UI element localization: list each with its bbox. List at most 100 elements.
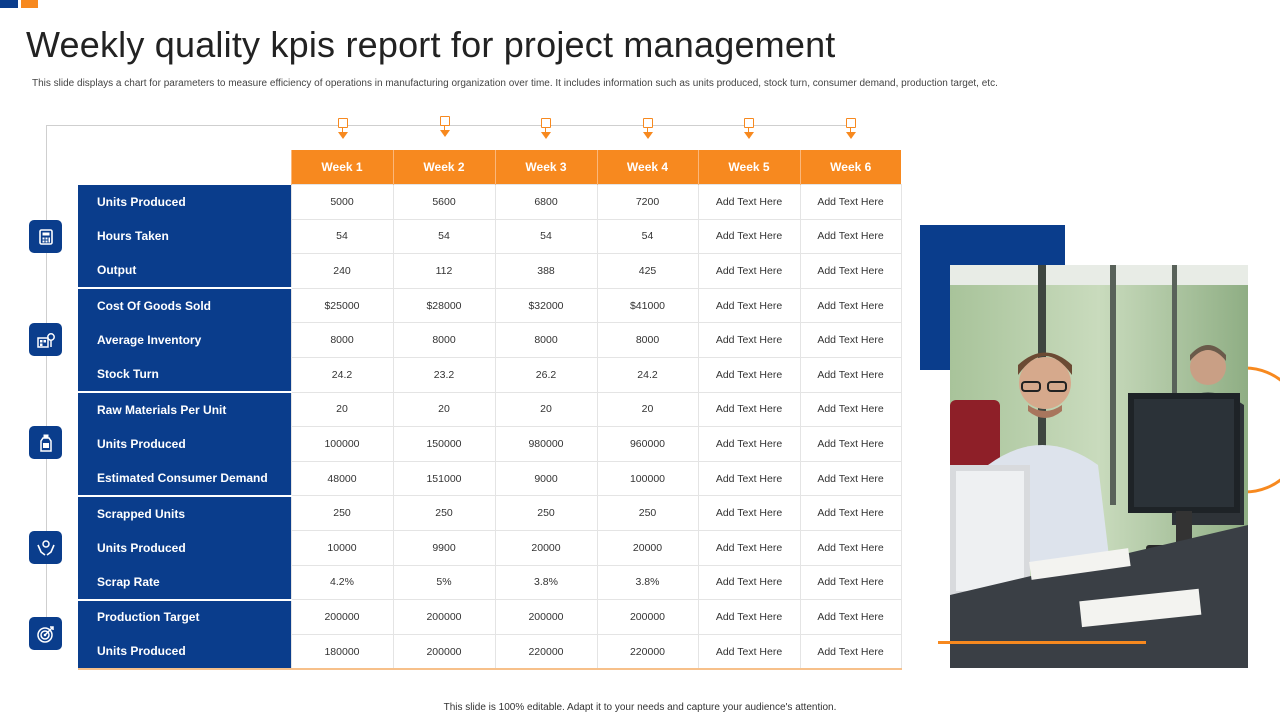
week-header: Week 4 <box>596 150 698 185</box>
header-blank-cell <box>78 150 291 185</box>
table-cell: Add Text Here <box>799 529 902 566</box>
table-row: Cost Of Goods Sold $25000 $28000 $32000 … <box>78 287 902 324</box>
table-cell: 20 <box>596 391 699 428</box>
week-pin-marker <box>541 118 551 140</box>
row-label: Units Produced <box>78 184 291 220</box>
table-cell: Add Text Here <box>697 287 801 324</box>
table-cell: Add Text Here <box>799 391 902 428</box>
table-cell: 3.8% <box>494 564 598 601</box>
table-row: Units Produced 100000 150000 980000 9600… <box>78 426 902 462</box>
table-cell: 220000 <box>494 633 598 671</box>
row-label: Raw Materials Per Unit <box>78 391 291 427</box>
table-cell: 150000 <box>392 426 496 462</box>
connector-left-line <box>46 125 47 650</box>
table-cell: 112 <box>392 253 496 289</box>
table-cell: 54 <box>494 218 598 255</box>
table-cell: $25000 <box>290 287 394 324</box>
table-cell: 240 <box>290 253 394 289</box>
week-header: Week 2 <box>392 150 495 185</box>
table-cell: 4.2% <box>290 564 394 601</box>
table-cell: Add Text Here <box>697 599 801 635</box>
table-cell: Add Text Here <box>697 564 801 601</box>
week-header: Week 5 <box>697 150 800 185</box>
row-label: Units Produced <box>78 426 291 462</box>
row-label: Units Produced <box>78 530 291 566</box>
table-cell: Add Text Here <box>697 322 801 358</box>
office-workers-photo <box>950 265 1248 668</box>
week-pin-marker <box>846 118 856 140</box>
table-cell: Add Text Here <box>799 184 902 220</box>
decorative-orange-arc <box>1244 366 1280 494</box>
row-label: Scrap Rate <box>78 565 291 600</box>
table-cell: Add Text Here <box>697 529 801 566</box>
inventory-icon <box>29 323 62 356</box>
table-cell: 100000 <box>290 426 394 462</box>
table-cell: Add Text Here <box>799 633 902 671</box>
table-cell: Add Text Here <box>697 356 801 393</box>
row-label: Average Inventory <box>78 322 291 358</box>
row-label: Output <box>78 253 291 289</box>
table-cell: 200000 <box>392 599 496 635</box>
page-title: Weekly quality kpis report for project m… <box>26 24 836 65</box>
table-row: Units Produced 180000 200000 220000 2200… <box>78 633 902 671</box>
week-header: Week 6 <box>799 150 901 185</box>
target-icon <box>29 617 62 650</box>
table-cell: 425 <box>596 253 699 289</box>
table-cell: Add Text Here <box>697 426 801 462</box>
row-label: Cost Of Goods Sold <box>78 287 291 323</box>
table-cell: Add Text Here <box>697 391 801 428</box>
table-cell: Add Text Here <box>799 356 902 393</box>
week-header: Week 1 <box>290 150 393 185</box>
table-cell: 200000 <box>290 599 394 635</box>
week-header: Week 3 <box>494 150 597 185</box>
table-cell: 20000 <box>596 529 699 566</box>
table-cell: 20 <box>290 391 394 428</box>
table-cell: 200000 <box>392 633 496 671</box>
table-row: Raw Materials Per Unit 20 20 20 20 Add T… <box>78 391 902 428</box>
table-cell: 3.8% <box>596 564 699 601</box>
week-pin-marker <box>744 118 754 140</box>
table-row: Average Inventory 8000 8000 8000 8000 Ad… <box>78 322 902 358</box>
table-cell: Add Text Here <box>799 460 902 497</box>
week-pin-marker <box>440 116 450 138</box>
table-cell: 7200 <box>596 184 699 220</box>
table-cell: 20000 <box>494 529 598 566</box>
week-pin-marker <box>338 118 348 140</box>
table-row: Output 240 112 388 425 Add Text Here Add… <box>78 253 902 289</box>
table-cell: Add Text Here <box>799 564 902 601</box>
table-cell: $32000 <box>494 287 598 324</box>
table-cell: Add Text Here <box>799 218 902 255</box>
row-label: Production Target <box>78 598 291 635</box>
table-cell: 8000 <box>494 322 598 358</box>
table-cell: 200000 <box>596 599 699 635</box>
table-cell: 6800 <box>494 184 598 220</box>
table-cell: 23.2 <box>392 356 496 393</box>
footer-note: This slide is 100% editable. Adapt it to… <box>443 702 837 713</box>
week-pin-marker <box>643 118 653 140</box>
table-cell: 250 <box>290 495 394 531</box>
kpi-table: Week 1 Week 2 Week 3 Week 4 Week 5 Week … <box>78 150 902 671</box>
table-cell: 8000 <box>392 322 496 358</box>
row-label: Estimated Consumer Demand <box>78 461 291 496</box>
table-cell: Add Text Here <box>799 253 902 289</box>
corner-accent-blue <box>0 0 18 8</box>
table-cell: Add Text Here <box>799 287 902 324</box>
decorative-orange-line <box>938 641 1146 644</box>
table-cell: 5% <box>392 564 496 601</box>
table-cell: 54 <box>290 218 394 255</box>
table-cell: 200000 <box>494 599 598 635</box>
bottle-icon <box>29 426 62 459</box>
calculator-icon <box>29 220 62 253</box>
table-cell: Add Text Here <box>697 253 801 289</box>
table-cell: 9900 <box>392 529 496 566</box>
table-cell: 54 <box>596 218 699 255</box>
table-row: Units Produced 10000 9900 20000 20000 Ad… <box>78 529 902 566</box>
table-cell: 960000 <box>596 426 699 462</box>
table-cell: 250 <box>392 495 496 531</box>
table-cell: 250 <box>596 495 699 531</box>
table-row: Units Produced 5000 5600 6800 7200 Add T… <box>78 184 902 220</box>
table-cell: 220000 <box>596 633 699 671</box>
table-cell: 8000 <box>596 322 699 358</box>
table-row: Hours Taken 54 54 54 54 Add Text Here Ad… <box>78 218 902 255</box>
table-cell: 151000 <box>392 460 496 497</box>
